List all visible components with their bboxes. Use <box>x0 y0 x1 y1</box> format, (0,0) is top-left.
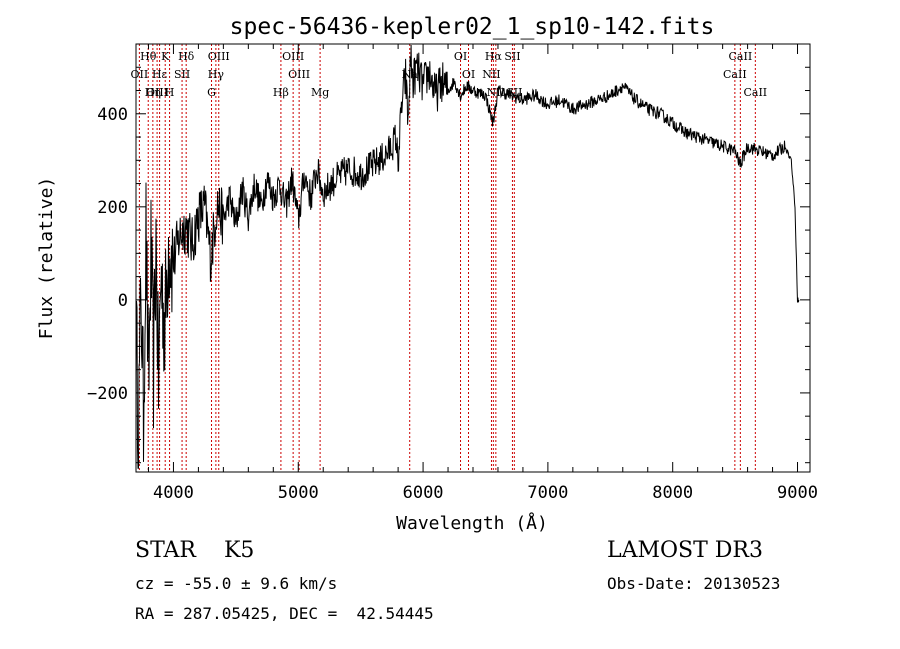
spectral-line-label: OI <box>462 68 475 81</box>
x-tick-label: 6000 <box>403 483 444 503</box>
spectral-line-label: OIII <box>146 86 168 99</box>
spectral-line-label: Hβ <box>273 86 289 99</box>
plot-frame <box>135 43 811 473</box>
redshift-velocity: cz = -55.0 ± 9.6 km/s <box>135 574 338 593</box>
x-tick-label: 5000 <box>278 483 319 503</box>
spectral-line-label: OIII <box>288 68 310 81</box>
spectral-line-label: CaII <box>743 86 767 99</box>
observation-date: Obs-Date: 20130523 <box>607 574 781 593</box>
spectral-line-label: Hε <box>152 68 168 81</box>
x-tick-label: 4000 <box>153 483 194 503</box>
spectral-line-label: Hγ <box>208 68 225 81</box>
spectral-line-label: OIII <box>208 50 230 63</box>
y-tick-label: 0 <box>118 291 128 311</box>
spectral-line-label: H <box>165 86 175 99</box>
spectral-line-label: OIII <box>282 50 304 63</box>
spectral-line-label: G <box>207 86 216 99</box>
spectral-line-label: OI <box>454 50 467 63</box>
y-tick-label: 200 <box>97 198 128 218</box>
spectral-line-label: Hδ <box>178 50 195 63</box>
chart-title: spec-56436-kepler02_1_sp10-142.fits <box>230 14 715 40</box>
spectral-line-label: K <box>161 50 170 63</box>
coordinates: RA = 287.05425, DEC = 42.54445 <box>135 604 434 623</box>
spectral-line-label: SII <box>174 68 190 81</box>
object-class: STAR K5 <box>135 538 255 563</box>
flux-series-line <box>135 44 800 469</box>
x-axis-label: Wavelength (Å) <box>396 512 548 534</box>
spectral-line-label: Mg <box>311 86 329 99</box>
spectral-line-label: Hα <box>485 50 503 63</box>
x-tick-label: 7000 <box>527 483 568 503</box>
spectral-line-label: CaII <box>729 50 753 63</box>
x-tick-label: 9000 <box>777 483 818 503</box>
spectral-line-label: OII <box>131 68 149 81</box>
y-axis-label: Flux (relative) <box>36 177 57 340</box>
spectral-line-label: CaII <box>723 68 747 81</box>
axis-ticks: 4000 5000 6000 7000 8000 9000 −200 0 200 400 <box>87 43 818 503</box>
x-tick-label: 8000 <box>652 483 693 503</box>
spectral-line-markers <box>138 44 756 472</box>
survey-name: LAMOST DR3 <box>607 538 763 563</box>
y-tick-label: 400 <box>97 105 128 125</box>
y-tick-label: −200 <box>87 384 128 404</box>
spectral-line-label: Hθ <box>140 50 157 63</box>
spectral-line-label: NII <box>482 68 500 81</box>
spectral-line-label: SII <box>504 50 520 63</box>
spectral-line-label: Hη <box>145 86 161 99</box>
